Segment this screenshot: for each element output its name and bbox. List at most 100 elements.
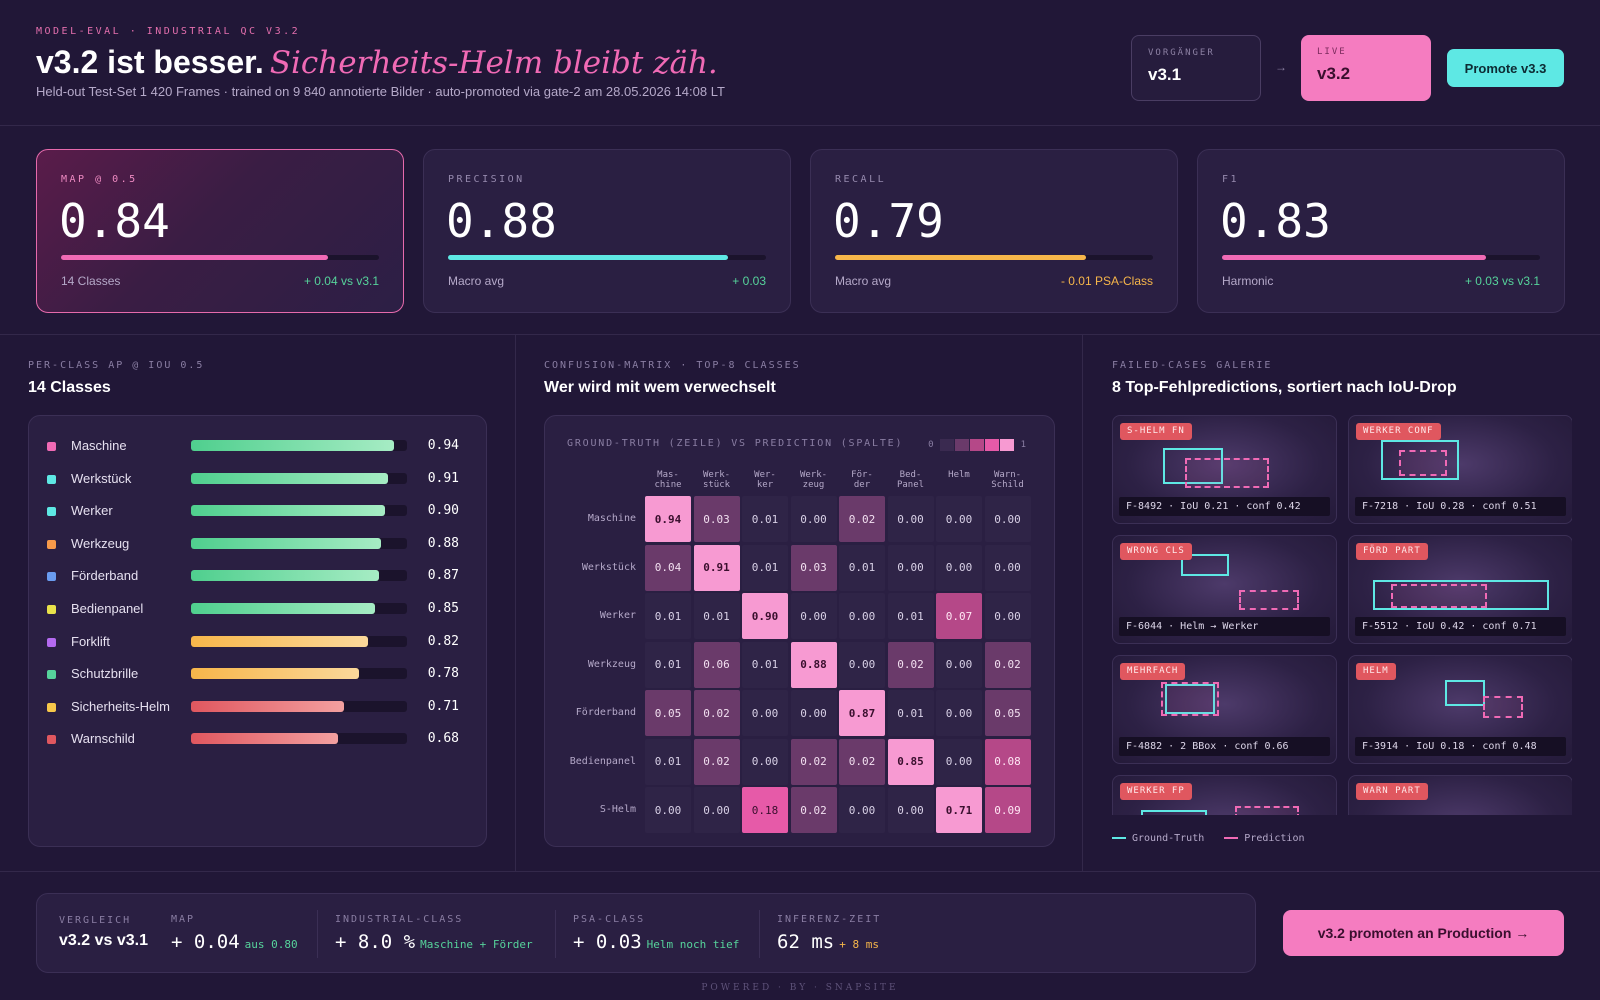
kpi-card[interactable]: F1 0.83 Harmonic + 0.03 vs v3.1 <box>1197 149 1565 313</box>
matrix-cell[interactable]: 0.03 <box>790 544 837 591</box>
failed-case-card[interactable]: WRONG CLS F-6044 · Helm → Werker <box>1112 535 1337 644</box>
matrix-cell[interactable]: 0.00 <box>887 496 934 542</box>
matrix-column-header: Helm <box>936 470 982 480</box>
matrix-cell[interactable]: 0.05 <box>645 690 691 736</box>
matrix-cell[interactable]: 0.01 <box>693 593 740 639</box>
matrix-cell[interactable]: 0.02 <box>693 690 740 736</box>
kpi-progress-fill <box>448 255 728 260</box>
matrix-cell[interactable]: 0.00 <box>887 544 934 591</box>
matrix-cell[interactable]: 0.00 <box>984 544 1031 591</box>
kpi-card[interactable]: RECALL 0.79 Macro avg - 0.01 PSA-Class <box>810 149 1178 313</box>
matrix-row-label: Förderband <box>575 707 636 718</box>
matrix-cell[interactable]: 0.85 <box>887 738 934 785</box>
matrix-cell[interactable]: 0.02 <box>839 738 885 785</box>
matrix-cell[interactable]: 0.88 <box>790 641 837 688</box>
matrix-cell[interactable]: 0.00 <box>742 738 788 785</box>
matrix-cell[interactable]: 0.04 <box>645 544 691 591</box>
matrix-cell[interactable]: 0.00 <box>984 496 1031 542</box>
matrix-cell[interactable]: 0.08 <box>984 738 1031 785</box>
class-ap-row[interactable]: Werkzeug 0.88 <box>29 534 477 554</box>
headline-main: v3.2 ist besser. <box>36 44 264 80</box>
matrix-cell[interactable]: 0.00 <box>790 593 837 639</box>
matrix-cell[interactable]: 0.00 <box>839 641 885 688</box>
matrix-cell[interactable]: 0.00 <box>839 787 885 833</box>
matrix-cell[interactable]: 0.07 <box>936 593 982 639</box>
matrix-cell[interactable]: 0.00 <box>742 690 788 736</box>
comparison-bar: VERGLEICH v3.2 vs v3.1 MAP + 0.04 aus 0.80… <box>36 893 1256 973</box>
live-version-card[interactable]: LIVE v3.2 <box>1301 35 1431 101</box>
matrix-cell[interactable]: 0.94 <box>645 496 691 542</box>
matrix-cell[interactable]: 0.01 <box>742 641 788 688</box>
matrix-cell[interactable]: 0.00 <box>790 690 837 736</box>
matrix-cell[interactable]: 0.02 <box>693 738 740 785</box>
failed-case-card[interactable]: MEHRFACH F-4882 · 2 BBox · conf 0.66 <box>1112 655 1337 764</box>
matrix-cell[interactable]: 0.71 <box>936 787 982 833</box>
matrix-cell[interactable]: 0.91 <box>693 544 740 591</box>
failed-case-card[interactable]: WERKER FP <box>1112 775 1337 815</box>
matrix-cell[interactable]: 0.02 <box>887 641 934 688</box>
matrix-cell[interactable]: 0.02 <box>839 496 885 542</box>
matrix-cell[interactable]: 0.00 <box>936 690 982 736</box>
matrix-cell[interactable]: 0.00 <box>936 496 982 542</box>
matrix-cell[interactable]: 0.00 <box>887 787 934 833</box>
failed-case-card[interactable]: HELM F-3914 · IoU 0.18 · conf 0.48 <box>1348 655 1572 764</box>
matrix-cell[interactable]: 0.00 <box>936 544 982 591</box>
kpi-card[interactable]: PRECISION 0.88 Macro avg + 0.03 <box>423 149 791 313</box>
failed-case-card[interactable]: WERKER CONF F-7218 · IoU 0.28 · conf 0.51 <box>1348 415 1572 524</box>
matrix-cell[interactable]: 0.01 <box>887 593 934 639</box>
matrix-cell[interactable]: 0.00 <box>645 787 691 833</box>
matrix-cell[interactable]: 0.90 <box>742 593 788 639</box>
class-ap-row[interactable]: Schutzbrille 0.78 <box>29 664 477 684</box>
matrix-cell[interactable]: 0.00 <box>839 593 885 639</box>
class-ap-row[interactable]: Maschine 0.94 <box>29 436 477 456</box>
matrix-cell[interactable]: 0.01 <box>887 690 934 736</box>
previous-version-card[interactable]: VORGÄNGER v3.1 <box>1131 35 1261 101</box>
matrix-cell[interactable]: 0.01 <box>645 641 691 688</box>
matrix-cell[interactable]: 0.01 <box>742 496 788 542</box>
matrix-cell[interactable]: 0.18 <box>742 787 788 833</box>
matrix-row-label: Werkzeug <box>587 658 636 670</box>
kpi-progress-bar <box>835 255 1153 260</box>
class-ap-row[interactable]: Bedienpanel 0.85 <box>29 599 477 619</box>
matrix-cell[interactable]: 0.09 <box>984 787 1031 833</box>
class-ap-bar <box>191 668 407 680</box>
matrix-cell[interactable]: 0.01 <box>742 544 788 591</box>
matrix-cell[interactable]: 0.01 <box>839 544 885 591</box>
divider <box>0 334 1600 335</box>
class-ap-row[interactable]: Sicherheits-Helm 0.71 <box>29 697 477 717</box>
scale-max-label: 1 <box>1020 439 1026 450</box>
class-ap-row[interactable]: Warnschild 0.68 <box>29 729 477 749</box>
matrix-cell[interactable]: 0.01 <box>645 593 691 639</box>
matrix-cell[interactable]: 0.02 <box>984 641 1031 688</box>
class-ap-row[interactable]: Förderband 0.87 <box>29 566 477 586</box>
matrix-cell[interactable]: 0.00 <box>790 496 837 542</box>
failed-case-card[interactable]: FÖRD PART F-5512 · IoU 0.42 · conf 0.71 <box>1348 535 1572 644</box>
kpi-progress-bar <box>1222 255 1540 260</box>
matrix-cell[interactable]: 0.87 <box>839 690 885 736</box>
matrix-row-label: Werkstück <box>581 561 636 573</box>
class-ap-row[interactable]: Werkstück 0.91 <box>29 469 477 489</box>
class-ap-row[interactable]: Werker 0.90 <box>29 501 477 521</box>
matrix-cell[interactable]: 0.02 <box>790 738 837 785</box>
class-name: Werkstück <box>71 470 132 486</box>
failed-cases-grid[interactable]: S-HELM FN F-8492 · IoU 0.21 · conf 0.42 WE… <box>1112 415 1572 815</box>
matrix-cell[interactable]: 0.00 <box>984 593 1031 639</box>
failed-case-card[interactable]: WARN PART <box>1348 775 1572 815</box>
failure-tag: WRONG CLS <box>1120 543 1192 560</box>
promote-next-button[interactable]: Promote v3.3 <box>1447 49 1564 87</box>
failed-case-card[interactable]: S-HELM FN F-8492 · IoU 0.21 · conf 0.42 <box>1112 415 1337 524</box>
matrix-cell[interactable]: 0.02 <box>790 787 837 833</box>
matrix-cell[interactable]: 0.00 <box>936 641 982 688</box>
class-ap-value: 0.94 <box>427 438 459 453</box>
matrix-cell[interactable]: 0.05 <box>984 690 1031 736</box>
class-ap-row[interactable]: Forklift 0.82 <box>29 632 477 652</box>
matrix-cell[interactable]: 0.00 <box>936 738 982 785</box>
matrix-cell[interactable]: 0.00 <box>693 787 740 833</box>
matrix-cell[interactable]: 0.06 <box>693 641 740 688</box>
kpi-card[interactable]: MAP @ 0.5 0.84 14 Classes + 0.04 vs v3.1 <box>36 149 404 313</box>
matrix-cell[interactable]: 0.03 <box>693 496 740 542</box>
matrix-cell[interactable]: 0.01 <box>645 738 691 785</box>
promote-production-button[interactable]: v3.2 promoten an Production → <box>1283 910 1564 956</box>
kpi-label: RECALL <box>835 174 887 185</box>
